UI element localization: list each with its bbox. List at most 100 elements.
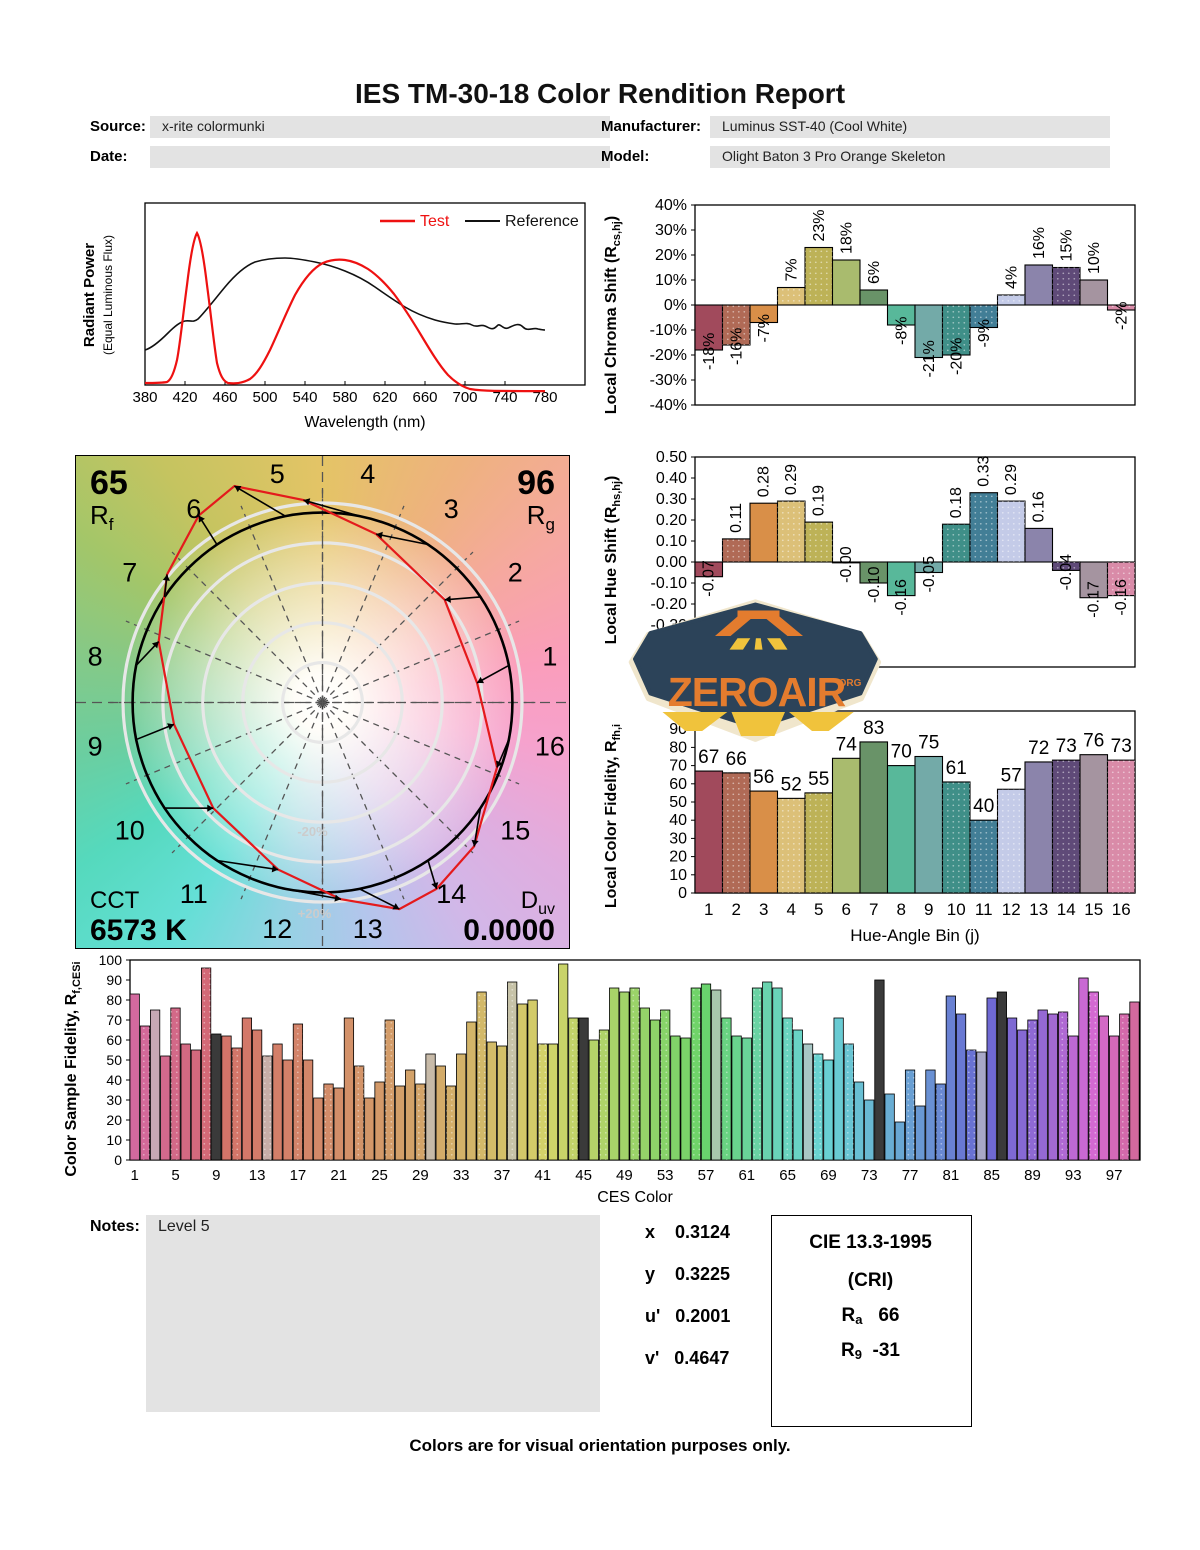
svg-text:12: 12 — [1002, 900, 1021, 919]
svg-text:67: 67 — [698, 747, 719, 768]
svg-text:10: 10 — [669, 867, 687, 884]
svg-text:100: 100 — [99, 952, 123, 968]
svg-text:0.30: 0.30 — [656, 491, 687, 508]
svg-text:29: 29 — [412, 1167, 429, 1184]
svg-text:5: 5 — [814, 900, 823, 919]
svg-text:25: 25 — [371, 1167, 388, 1184]
svg-text:11: 11 — [975, 900, 993, 919]
svg-text:77: 77 — [902, 1167, 919, 1184]
svg-text:73: 73 — [1056, 736, 1077, 757]
svg-text:16%: 16% — [1031, 227, 1048, 259]
svg-text:0.19: 0.19 — [811, 485, 828, 516]
svg-text:-0.16: -0.16 — [1113, 579, 1130, 616]
svg-text:40: 40 — [973, 796, 994, 817]
svg-text:12: 12 — [262, 914, 292, 944]
svg-text:10: 10 — [106, 1132, 122, 1148]
svg-text:10%: 10% — [1086, 242, 1103, 274]
svg-text:0.0000: 0.0000 — [463, 914, 555, 947]
svg-text:-20%: -20% — [650, 347, 687, 364]
svg-text:10: 10 — [947, 900, 966, 919]
svg-text:15%: 15% — [1058, 229, 1075, 261]
svg-text:30: 30 — [669, 830, 687, 847]
svg-text:-0.10: -0.10 — [651, 575, 688, 592]
svg-text:73: 73 — [1111, 736, 1132, 757]
svg-text:ORG: ORG — [839, 678, 862, 689]
svg-text:15: 15 — [500, 815, 530, 845]
svg-text:700: 700 — [452, 389, 477, 406]
svg-text:57: 57 — [698, 1167, 715, 1184]
svg-text:6573 K: 6573 K — [90, 914, 187, 947]
svg-text:4: 4 — [360, 459, 375, 489]
svg-text:-16%: -16% — [728, 328, 745, 365]
svg-text:-8%: -8% — [893, 317, 910, 345]
svg-text:20%: 20% — [655, 247, 687, 264]
svg-text:580: 580 — [332, 389, 357, 406]
svg-text:7: 7 — [869, 900, 878, 919]
svg-text:70: 70 — [106, 1012, 122, 1028]
svg-text:57: 57 — [1001, 765, 1022, 786]
svg-text:13: 13 — [249, 1167, 266, 1184]
svg-text:40%: 40% — [655, 197, 687, 214]
svg-text:7%: 7% — [783, 258, 800, 281]
svg-text:76: 76 — [1083, 731, 1104, 752]
svg-text:16: 16 — [535, 732, 565, 762]
svg-text:0.29: 0.29 — [783, 464, 800, 495]
svg-text:-10%: -10% — [650, 322, 687, 339]
svg-text:61: 61 — [738, 1167, 755, 1184]
svg-text:460: 460 — [212, 389, 237, 406]
svg-text:-2%: -2% — [1113, 302, 1130, 330]
svg-text:14: 14 — [1057, 900, 1076, 919]
svg-text:9: 9 — [88, 732, 103, 762]
svg-text:Wavelength (nm): Wavelength (nm) — [304, 414, 425, 431]
svg-text:Local Color Fidelity, Rfh,i: Local Color Fidelity, Rfh,i — [603, 724, 623, 908]
svg-text:18%: 18% — [838, 222, 855, 254]
svg-text:13: 13 — [1029, 900, 1048, 919]
svg-text:97: 97 — [1106, 1167, 1123, 1184]
svg-text:61: 61 — [946, 758, 967, 779]
svg-text:55: 55 — [808, 769, 829, 790]
svg-text:17: 17 — [290, 1167, 307, 1184]
svg-text:11: 11 — [180, 879, 208, 909]
svg-text:23%: 23% — [811, 209, 828, 241]
svg-text:6: 6 — [186, 494, 201, 524]
svg-text:0.50: 0.50 — [656, 449, 687, 466]
svg-text:0.11: 0.11 — [728, 503, 745, 533]
svg-text:37: 37 — [494, 1167, 511, 1184]
svg-text:6%: 6% — [866, 261, 883, 284]
svg-text:2: 2 — [732, 900, 741, 919]
svg-text:9: 9 — [924, 900, 933, 919]
svg-text:20: 20 — [106, 1112, 122, 1128]
svg-text:380: 380 — [132, 389, 157, 406]
svg-text:70: 70 — [891, 742, 912, 763]
svg-text:0.18: 0.18 — [948, 487, 965, 518]
svg-text:0: 0 — [114, 1152, 122, 1168]
svg-text:0.20: 0.20 — [656, 512, 687, 529]
svg-text:20: 20 — [669, 849, 687, 866]
svg-text:+20%: +20% — [298, 906, 332, 921]
svg-text:5: 5 — [171, 1167, 179, 1184]
svg-text:65: 65 — [90, 464, 128, 502]
svg-text:-0.16: -0.16 — [893, 579, 910, 616]
svg-text:8: 8 — [88, 641, 103, 671]
svg-text:0.40: 0.40 — [656, 470, 687, 487]
svg-text:60: 60 — [106, 1032, 122, 1048]
svg-text:0.29: 0.29 — [1003, 464, 1020, 495]
svg-text:Reference: Reference — [505, 213, 579, 230]
svg-text:-0.07: -0.07 — [701, 560, 718, 597]
svg-text:33: 33 — [453, 1167, 470, 1184]
svg-text:Rf: Rf — [90, 500, 114, 534]
svg-text:500: 500 — [252, 389, 277, 406]
svg-text:85: 85 — [983, 1167, 1000, 1184]
svg-text:4%: 4% — [1003, 266, 1020, 289]
svg-text:-30%: -30% — [650, 372, 687, 389]
svg-text:89: 89 — [1024, 1167, 1041, 1184]
svg-text:-0.00: -0.00 — [838, 546, 855, 583]
svg-text:Local Chroma Shift (Rcs,hj): Local Chroma Shift (Rcs,hj) — [603, 216, 623, 414]
svg-text:-7%: -7% — [756, 314, 773, 342]
svg-text:-0.17: -0.17 — [1086, 581, 1103, 618]
svg-text:56: 56 — [753, 767, 774, 788]
svg-text:50: 50 — [669, 794, 687, 811]
svg-text:15: 15 — [1084, 900, 1103, 919]
svg-text:9: 9 — [212, 1167, 220, 1184]
svg-text:3: 3 — [444, 494, 459, 524]
